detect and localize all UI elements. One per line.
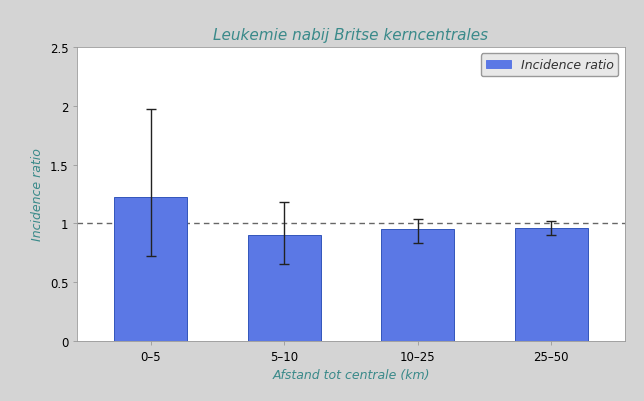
Legend: Incidence ratio: Incidence ratio xyxy=(480,55,618,77)
Bar xyxy=(114,198,187,341)
Bar xyxy=(381,230,455,341)
Y-axis label: Incidence ratio: Incidence ratio xyxy=(31,148,44,241)
Bar xyxy=(515,229,588,341)
X-axis label: Afstand tot centrale (km): Afstand tot centrale (km) xyxy=(272,369,430,381)
Bar xyxy=(247,235,321,341)
Title: Leukemie nabij Britse kerncentrales: Leukemie nabij Britse kerncentrales xyxy=(213,28,489,43)
